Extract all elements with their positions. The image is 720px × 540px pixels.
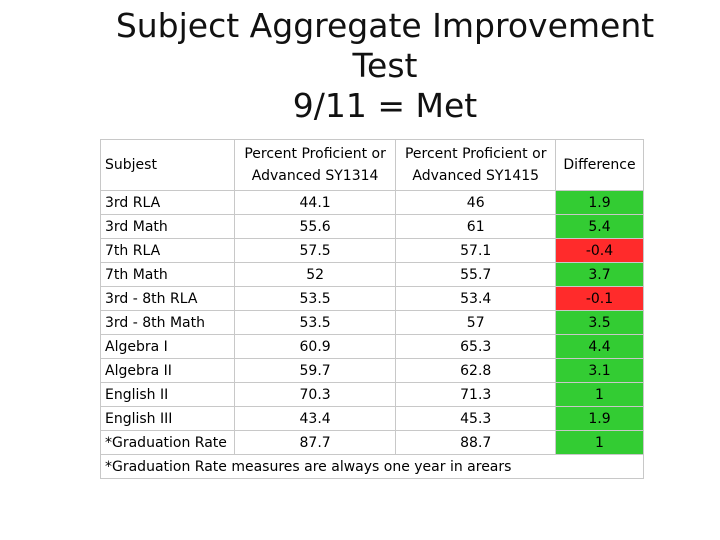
footnote-row: *Graduation Rate measures are always one… (100, 454, 644, 479)
sy1314-cell: 57.5 (233, 238, 397, 263)
sy1415-cell: 46 (395, 190, 557, 215)
table-row: 3rd RLA 44.1 46 1.9 (100, 190, 644, 215)
table-row: English II 70.3 71.3 1 (100, 382, 644, 407)
sy1314-cell: 43.4 (233, 406, 397, 431)
subject-cell: 7th RLA (100, 238, 235, 263)
header-sy1415: Percent Proficient or Advanced SY1415 (395, 139, 557, 191)
header-sy1314: Percent Proficient or Advanced SY1314 (233, 139, 397, 191)
sy1415-cell: 57.1 (395, 238, 557, 263)
difference-cell: 4.4 (555, 334, 644, 359)
footnote: *Graduation Rate measures are always one… (100, 454, 644, 479)
difference-cell: 1.9 (555, 190, 644, 215)
subject-cell: 3rd RLA (100, 190, 235, 215)
sy1415-cell: 71.3 (395, 382, 557, 407)
sy1314-cell: 55.6 (233, 214, 397, 239)
difference-cell: 3.7 (555, 262, 644, 287)
difference-cell: 5.4 (555, 214, 644, 239)
subject-cell: 3rd - 8th RLA (100, 286, 235, 311)
sy1415-cell: 62.8 (395, 358, 557, 383)
table-row: 7th RLA 57.5 57.1 -0.4 (100, 238, 644, 263)
table-row: Algebra II 59.7 62.8 3.1 (100, 358, 644, 383)
sy1415-cell: 65.3 (395, 334, 557, 359)
header-sy1314-line1: Percent Proficient or (244, 146, 386, 162)
title-line-2: Test (352, 46, 418, 85)
table-row: *Graduation Rate 87.7 88.7 1 (100, 430, 644, 455)
page-title: Subject Aggregate Improvement Test 9/11 … (60, 6, 710, 126)
difference-cell: 3.5 (555, 310, 644, 335)
sy1314-cell: 70.3 (233, 382, 397, 407)
subject-cell: *Graduation Rate (100, 430, 235, 455)
sy1415-cell: 45.3 (395, 406, 557, 431)
difference-cell: 1.9 (555, 406, 644, 431)
sy1415-cell: 55.7 (395, 262, 557, 287)
sy1314-cell: 59.7 (233, 358, 397, 383)
sy1314-cell: 60.9 (233, 334, 397, 359)
difference-cell: -0.1 (555, 286, 644, 311)
sy1314-cell: 53.5 (233, 286, 397, 311)
sy1314-cell: 87.7 (233, 430, 397, 455)
improvement-table: Subjest Percent Proficient or Advanced S… (100, 139, 644, 479)
table-row: Algebra I 60.9 65.3 4.4 (100, 334, 644, 359)
difference-cell: 1 (555, 430, 644, 455)
table-row: English III 43.4 45.3 1.9 (100, 406, 644, 431)
table-row: 7th Math 52 55.7 3.7 (100, 262, 644, 287)
sy1415-cell: 88.7 (395, 430, 557, 455)
table-row: 3rd Math 55.6 61 5.4 (100, 214, 644, 239)
difference-cell: 1 (555, 382, 644, 407)
subject-cell: Algebra II (100, 358, 235, 383)
header-row: Subjest Percent Proficient or Advanced S… (100, 139, 644, 191)
difference-cell: -0.4 (555, 238, 644, 263)
header-sy1415-line1: Percent Proficient or (404, 146, 547, 162)
subject-cell: 7th Math (100, 262, 235, 287)
sy1314-cell: 44.1 (233, 190, 397, 215)
header-sy1415-line2: Advanced SY1415 (412, 168, 540, 184)
sy1415-cell: 61 (395, 214, 557, 239)
sy1415-cell: 57 (395, 310, 557, 335)
sy1314-cell: 53.5 (233, 310, 397, 335)
subject-cell: English III (100, 406, 235, 431)
sy1415-cell: 53.4 (395, 286, 557, 311)
table-row: 3rd - 8th Math 53.5 57 3.5 (100, 310, 644, 335)
subject-cell: Algebra I (100, 334, 235, 359)
subject-cell: 3rd - 8th Math (100, 310, 235, 335)
title-line-3: 9/11 = Met (292, 86, 478, 125)
header-subject: Subjest (100, 139, 235, 191)
sy1314-cell: 52 (233, 262, 397, 287)
title-line-1: Subject Aggregate Improvement (115, 6, 655, 45)
header-difference: Difference (555, 139, 644, 191)
difference-cell: 3.1 (555, 358, 644, 383)
subject-cell: 3rd Math (100, 214, 235, 239)
subject-cell: English II (100, 382, 235, 407)
table-row: 3rd - 8th RLA 53.5 53.4 -0.1 (100, 286, 644, 311)
header-sy1314-line2: Advanced SY1314 (251, 168, 379, 184)
